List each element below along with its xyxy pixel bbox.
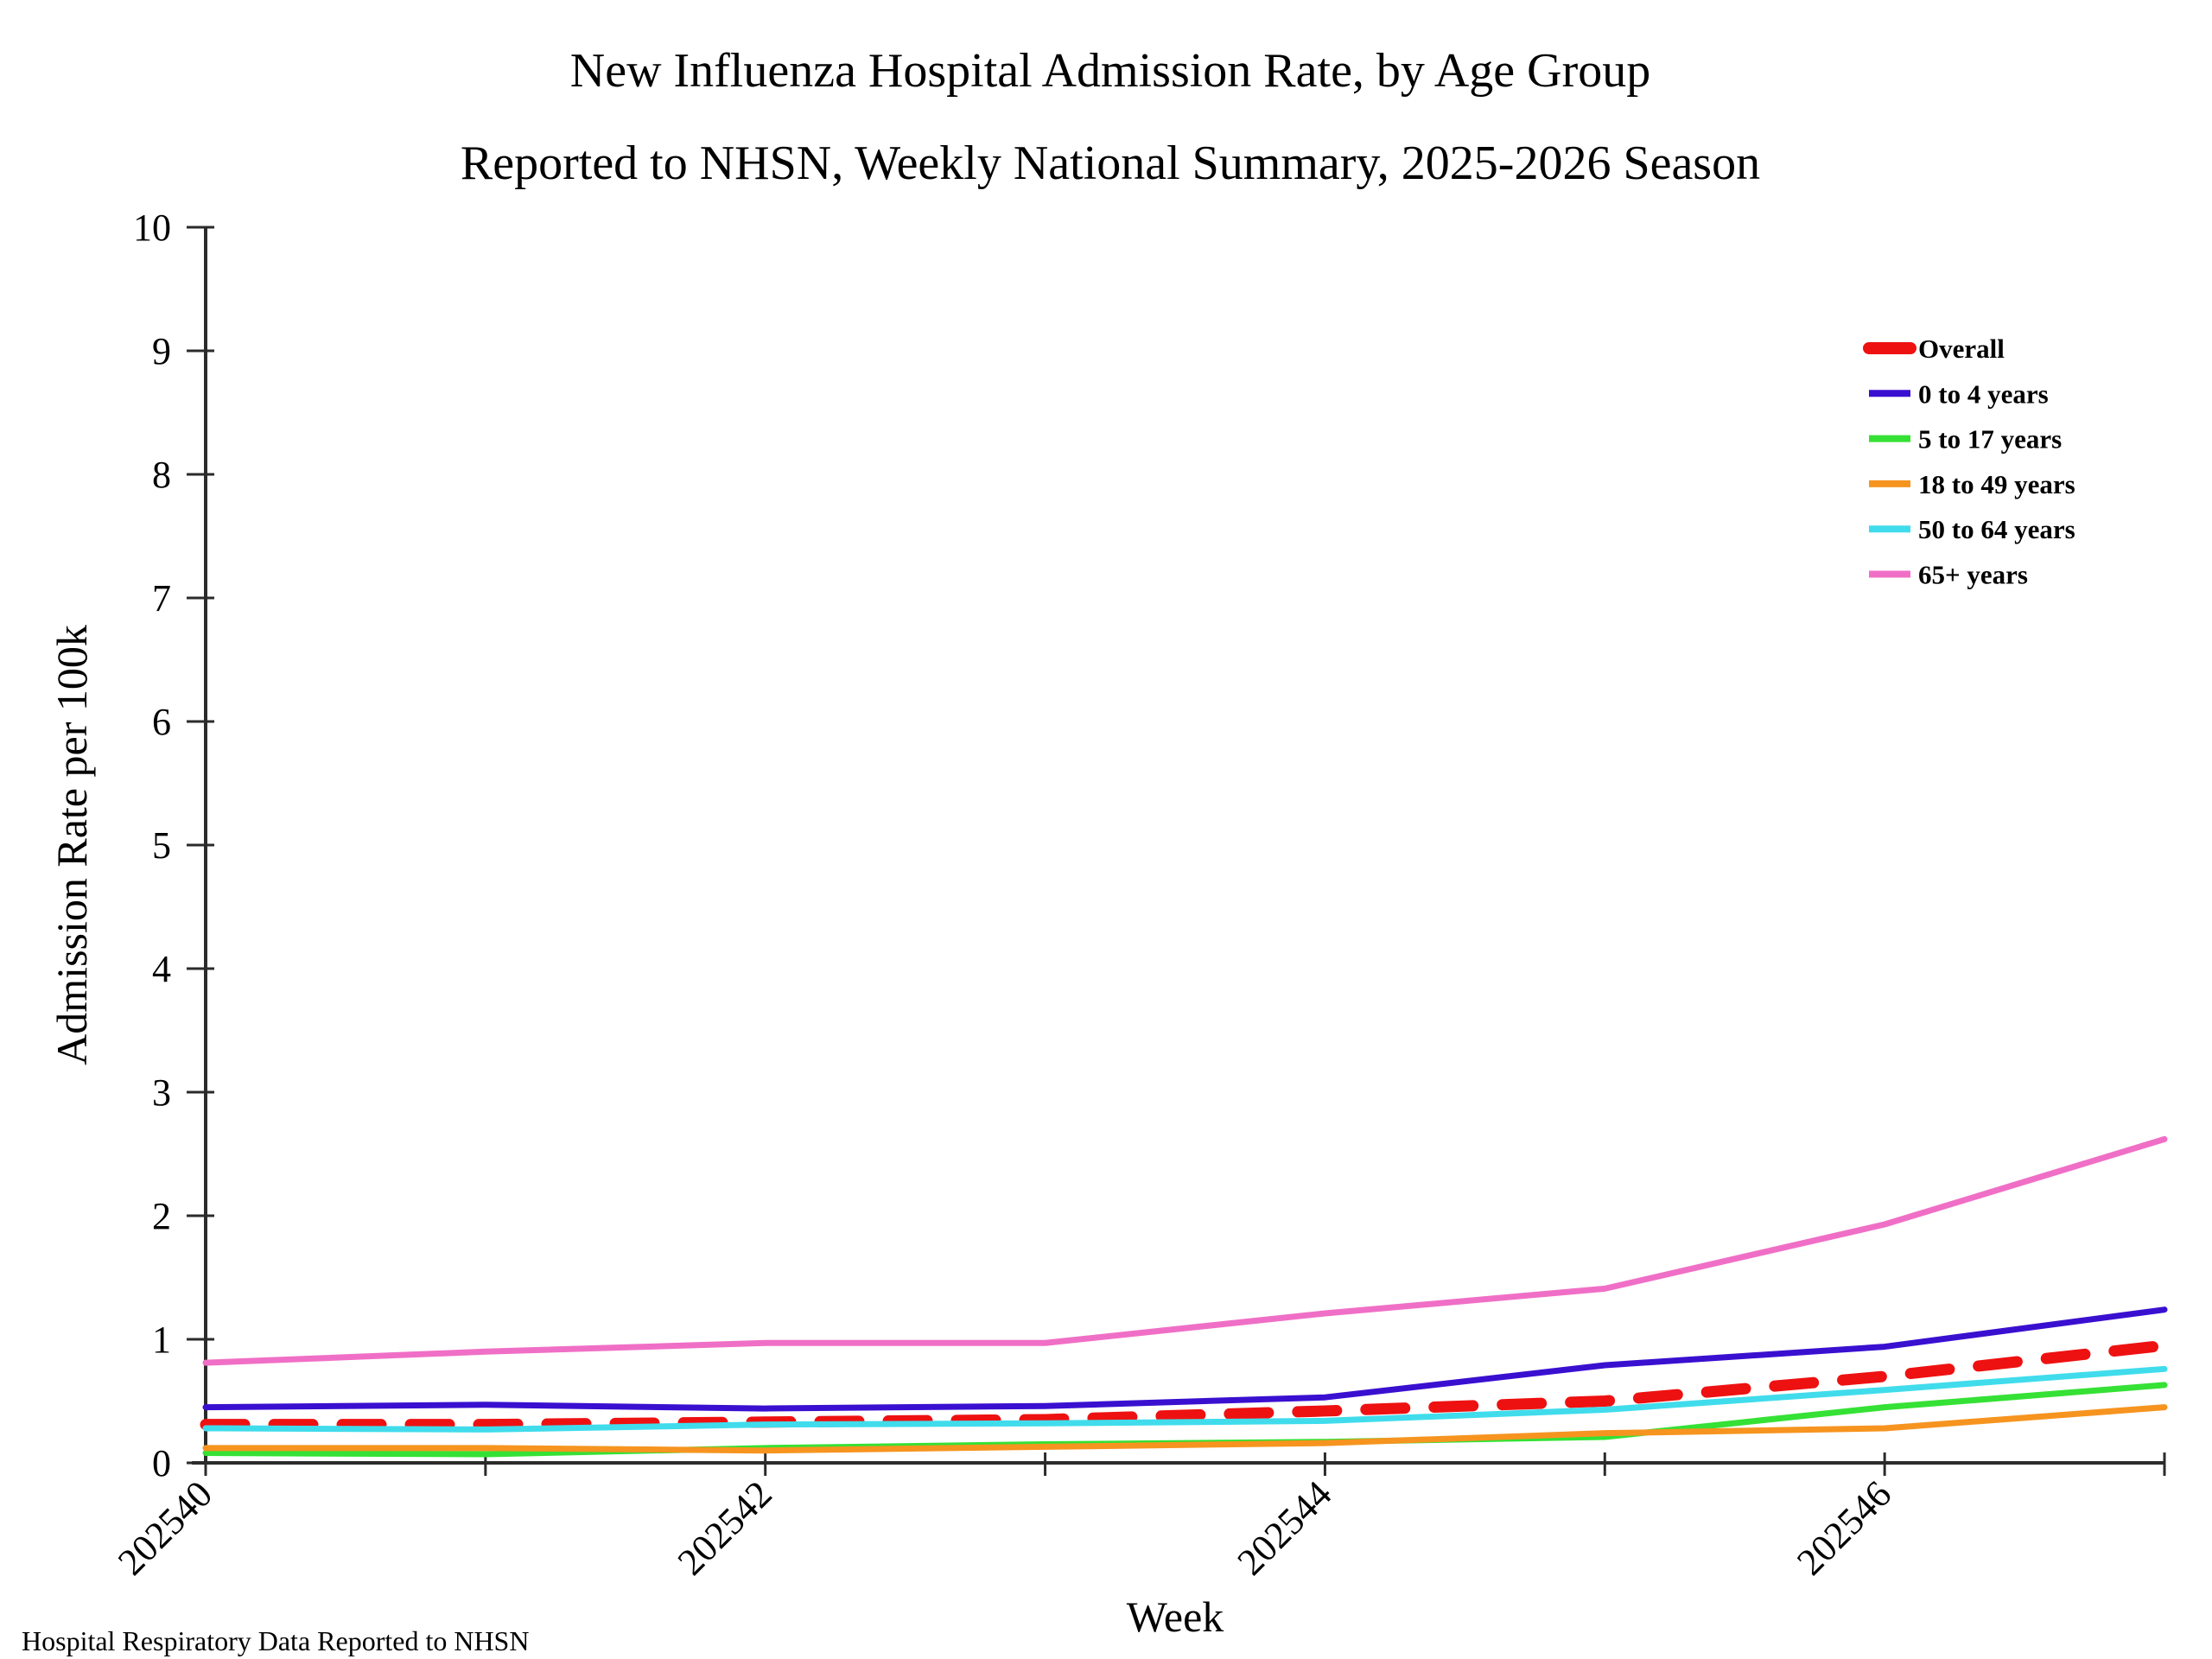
y-tick-label: 0 (152, 1442, 171, 1484)
line-overall (200, 1339, 2171, 1431)
legend-label-5-to-17-years: 5 to 17 years (1918, 424, 2062, 454)
y-tick-label: 2 (152, 1195, 171, 1237)
x-tick-label: 202544 (1230, 1472, 1340, 1583)
legend-label-65-years: 65+ years (1918, 560, 2028, 590)
legend-label-18-to-49-years: 18 to 49 years (1918, 469, 2075, 499)
line-50-to-64-years (202, 1365, 2168, 1433)
legend: Overall 0 to 4 years 5 to 17 years 18 to 49… (1863, 334, 2075, 590)
y-tick-label: 1 (152, 1319, 171, 1361)
footnote: Hospital Respiratory Data Reported to NH… (22, 1625, 529, 1656)
chart-title: New Influenza Hospital Admission Rate, b… (570, 44, 1650, 98)
legend-label-overall: Overall (1918, 334, 2005, 364)
chart-subtitle: Reported to NHSN, Weekly National Summar… (461, 137, 1760, 190)
y-axis-title: Admission Rate per 100k (48, 625, 96, 1065)
x-tick-label: 202542 (670, 1472, 780, 1583)
y-tick-label: 8 (152, 454, 171, 496)
y-tick-label: 3 (152, 1071, 171, 1114)
x-tick-label: 202540 (110, 1472, 220, 1583)
line-0-to-4-years (202, 1306, 2168, 1412)
y-tick-label: 9 (152, 330, 171, 372)
y-tick-label: 7 (152, 577, 171, 620)
y-tick-label: 10 (133, 207, 171, 249)
y-tick-label: 4 (152, 948, 171, 990)
legend-label-50-to-64-years: 50 to 64 years (1918, 514, 2075, 544)
legend-label-0-to-4-years: 0 to 4 years (1918, 378, 2049, 409)
series-lines (200, 1135, 2171, 1458)
y-tick-label: 6 (152, 701, 171, 743)
x-axis-title: Week (1127, 1592, 1224, 1641)
x-tick-label: 202546 (1789, 1472, 1899, 1583)
y-tick-label: 5 (152, 824, 171, 867)
line-65-years (202, 1135, 2168, 1366)
line-18-to-49-years (202, 1404, 2168, 1454)
